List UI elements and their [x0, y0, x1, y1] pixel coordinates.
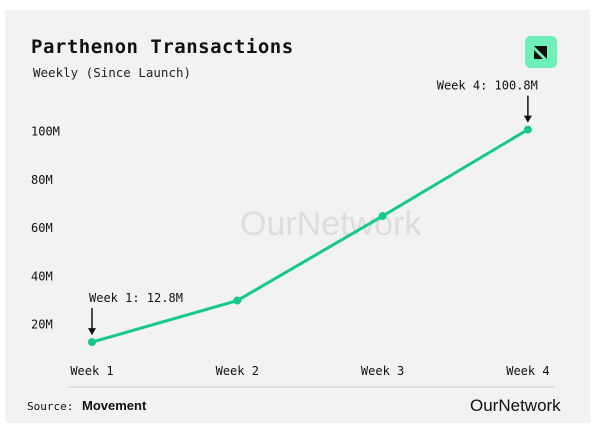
- source-name: Movement: [82, 398, 147, 413]
- data-point: [378, 212, 387, 221]
- source-label: Source:: [27, 400, 74, 413]
- chart-card: [5, 10, 590, 423]
- y-tick-label: 40M: [31, 269, 53, 283]
- y-tick-label: 20M: [31, 318, 53, 332]
- x-tick-label: Week 1: [70, 364, 113, 378]
- watermark: OurNetwork: [240, 205, 422, 243]
- annotation-label: Week 4: 100.8M: [437, 79, 538, 93]
- y-tick-label: 60M: [31, 221, 53, 235]
- annotation-label: Week 1: 12.8M: [89, 291, 183, 305]
- x-tick-label: Week 3: [361, 364, 404, 378]
- x-tick-label: Week 2: [216, 364, 259, 378]
- data-point: [523, 125, 532, 134]
- y-tick-label: 80M: [31, 173, 53, 187]
- brand-footer: OurNetwork: [470, 396, 561, 415]
- data-point: [233, 296, 242, 305]
- ournetwork-logo-icon: [525, 36, 557, 68]
- y-tick-label: 100M: [31, 125, 60, 139]
- x-tick-label: Week 4: [506, 364, 549, 378]
- data-point: [88, 338, 96, 347]
- chart-title: Parthenon Transactions: [31, 36, 294, 58]
- annotation-arrowhead: [523, 115, 532, 123]
- annotation-arrowhead: [88, 328, 96, 336]
- chart-subtitle: Weekly (Since Launch): [33, 65, 192, 80]
- series-line: [91, 128, 529, 344]
